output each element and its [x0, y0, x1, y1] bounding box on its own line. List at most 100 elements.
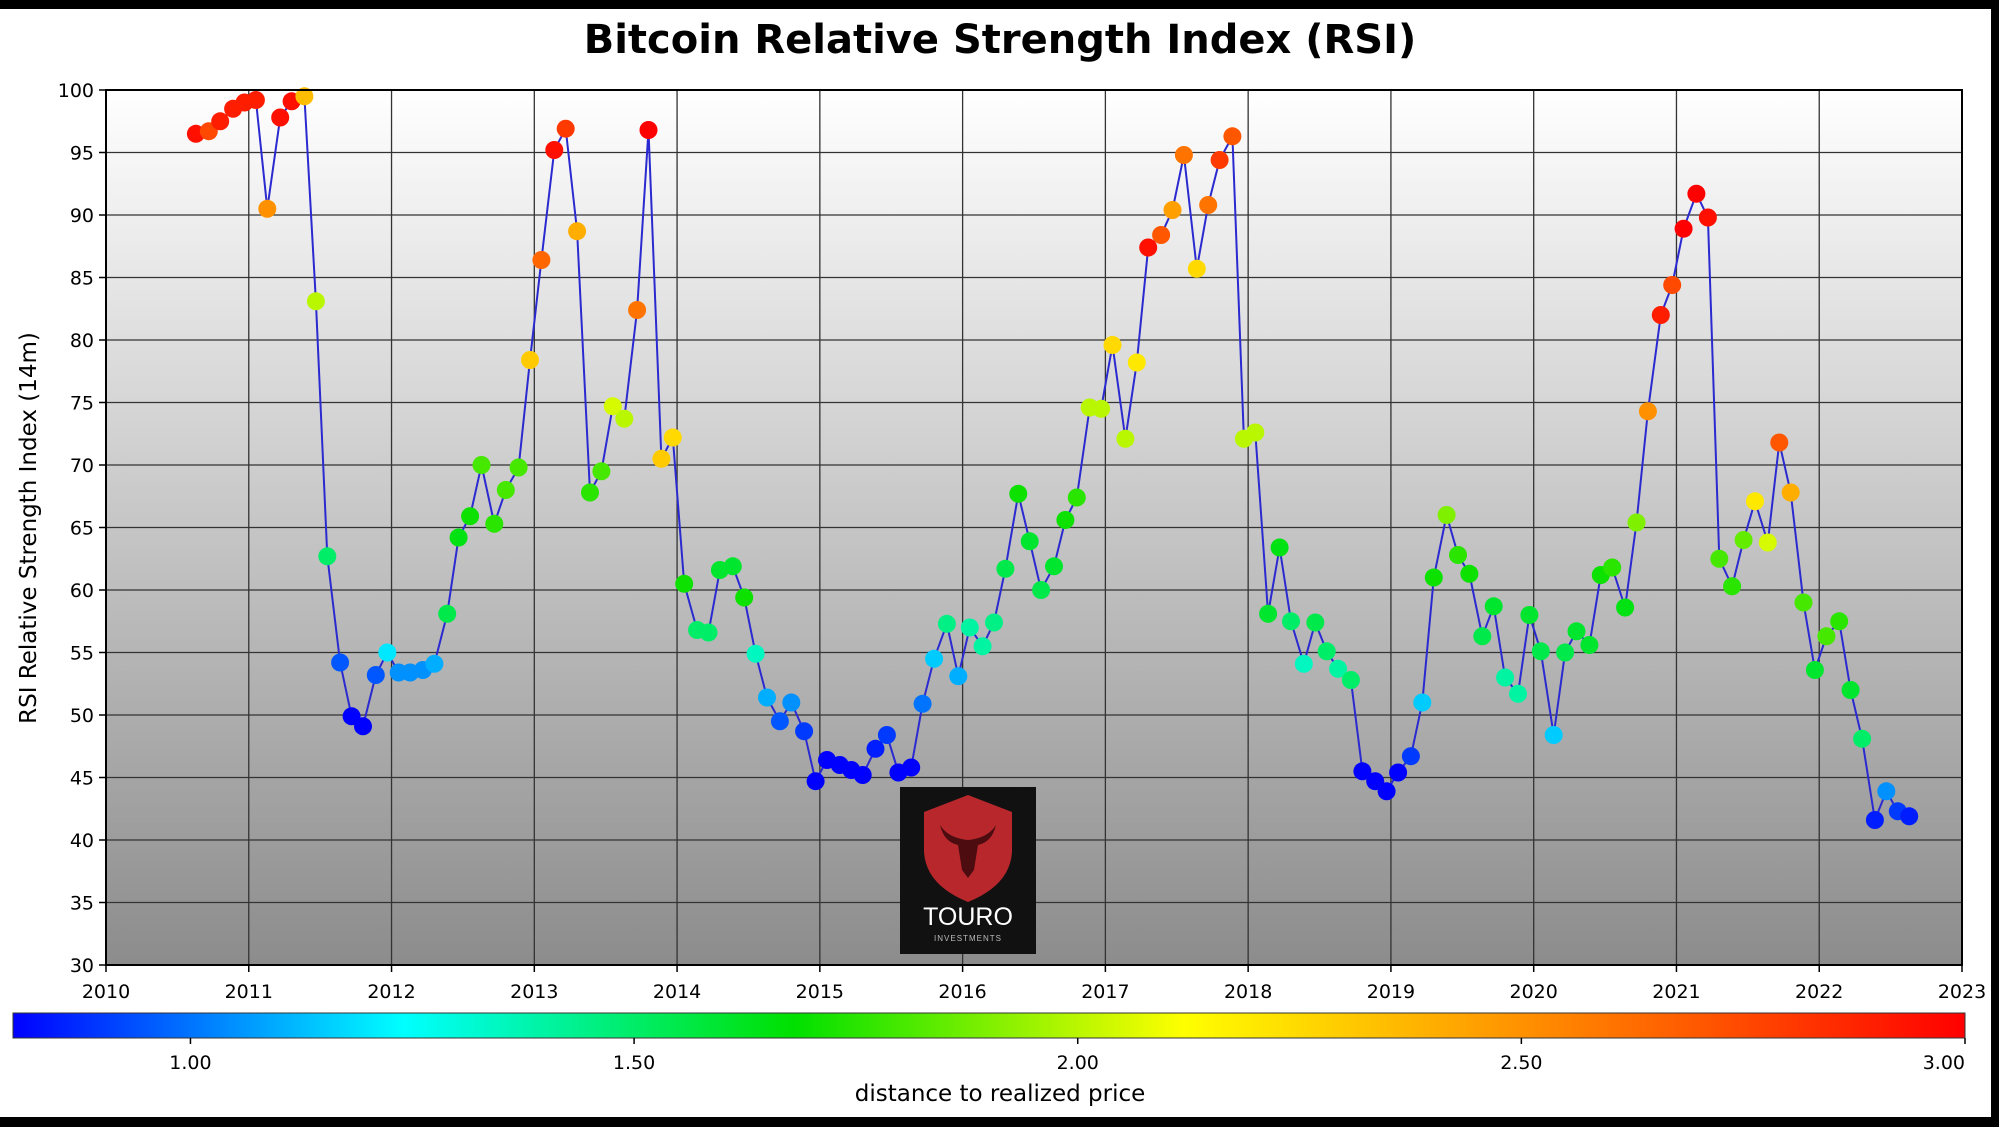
rsi-point: [699, 623, 718, 642]
rsi-point: [1723, 577, 1742, 596]
rsi-point: [1603, 558, 1622, 577]
colorbar-label: distance to realized price: [855, 1081, 1146, 1107]
rsi-point: [913, 694, 932, 713]
colorbar: [12, 1012, 1966, 1039]
rsi-point: [1270, 538, 1289, 557]
rsi-point: [1841, 681, 1860, 699]
rsi-point: [615, 409, 634, 428]
rsi-point: [1794, 593, 1813, 612]
rsi-point: [1509, 684, 1527, 703]
rsi-point: [628, 301, 647, 319]
x-tick-label: 2014: [653, 981, 701, 1003]
rsi-point: [960, 618, 979, 637]
rsi-point: [675, 574, 694, 593]
x-tick-label: 2021: [1652, 981, 1700, 1003]
rsi-point: [1413, 693, 1432, 712]
rsi-point: [1746, 492, 1764, 511]
rsi-point: [258, 199, 277, 218]
rsi-point: [211, 112, 230, 131]
rsi-point: [1616, 598, 1635, 617]
colorbar-ticks: 1.00 1.50 2.00 2.50 3.00: [169, 1038, 1966, 1074]
x-tick-label: 2019: [1367, 981, 1415, 1003]
rsi-point: [603, 397, 622, 416]
rsi-point: [1139, 238, 1158, 257]
rsi-point: [877, 726, 896, 744]
rsi-point: [735, 588, 754, 607]
x-tick-label: 2022: [1795, 981, 1843, 1003]
y-tick-label: 60: [70, 580, 94, 602]
rsi-point: [461, 507, 480, 526]
y-axis: 30 35 40 45 50 55 60 65 70 75 80 85 90 95 100: [58, 80, 106, 977]
rsi-point: [723, 557, 742, 576]
x-tick-label: 2018: [1224, 981, 1272, 1003]
top-border: [0, 0, 1999, 9]
y-tick-label: 55: [70, 643, 94, 665]
right-border: [1991, 0, 1999, 1127]
rsi-point: [1377, 782, 1396, 801]
x-tick-label: 2012: [367, 981, 415, 1003]
rsi-point: [1259, 604, 1278, 623]
rsi-point: [1544, 726, 1563, 744]
y-tick-label: 75: [70, 393, 94, 415]
rsi-point: [1638, 402, 1657, 421]
rsi-point: [532, 251, 551, 269]
rsi-point: [1437, 506, 1456, 524]
rsi-point: [746, 644, 765, 663]
rsi-point: [866, 739, 885, 758]
rsi-point: [438, 604, 457, 623]
x-tick-label: 2010: [82, 981, 130, 1003]
rsi-point: [1734, 531, 1753, 549]
rsi-point: [295, 87, 314, 106]
y-tick-label: 65: [70, 518, 94, 540]
rsi-point: [306, 292, 325, 311]
rsi-point: [758, 688, 776, 707]
plot-border: [105, 89, 1963, 966]
x-tick-label: 2015: [796, 981, 844, 1003]
bull-head-icon: [940, 825, 996, 878]
y-axis-label: RSI Relative Strength Index (14m): [16, 332, 42, 724]
x-tick-label: 2013: [510, 981, 558, 1003]
rsi-point: [1329, 659, 1348, 678]
rsi-point: [853, 766, 872, 784]
x-axis: 2010 2011 2012 2013 2014 2015 2016 2017 2018 2019…: [82, 965, 1986, 1003]
colorbar-tick-label: 1.50: [613, 1052, 655, 1074]
rsi-point: [1473, 627, 1492, 646]
rsi-point: [1032, 581, 1051, 599]
y-tick-label: 90: [70, 205, 94, 227]
rsi-point: [1484, 597, 1503, 616]
rsi-point: [1174, 146, 1193, 164]
rsi-point: [1210, 151, 1229, 169]
rsi-point: [1341, 671, 1360, 689]
rsi-point: [271, 108, 290, 127]
rsi-point: [1282, 612, 1300, 631]
rsi-point: [925, 649, 944, 668]
rsi-point: [1687, 184, 1706, 203]
rsi-point: [1152, 226, 1171, 244]
rsi-point: [782, 693, 801, 712]
rsi-point: [1056, 511, 1075, 529]
rsi-point: [1496, 668, 1515, 687]
rsi-point: [1009, 484, 1028, 503]
rsi-point: [639, 121, 658, 139]
y-tick-label: 100: [58, 80, 94, 102]
rsi-point: [545, 141, 564, 159]
rsi-points: [186, 87, 1919, 829]
rsi-point: [1710, 549, 1729, 568]
rsi-point: [663, 428, 682, 447]
rsi-point: [1020, 532, 1039, 551]
rsi-point: [1781, 483, 1800, 502]
rsi-point: [1045, 557, 1063, 576]
x-tick-label: 2016: [938, 981, 986, 1003]
rsi-point: [1770, 433, 1789, 452]
x-tick-label: 2023: [1938, 981, 1986, 1003]
rsi-point: [449, 528, 468, 547]
colorbar-tick-label: 1.00: [169, 1052, 211, 1074]
rsi-point: [485, 514, 504, 533]
rsi-point: [949, 667, 968, 686]
y-tick-label: 35: [70, 893, 94, 915]
rsi-point: [1698, 208, 1717, 227]
rsi-point: [366, 666, 385, 684]
rsi-point: [1187, 259, 1206, 278]
rsi-point: [806, 772, 825, 791]
rsi-point: [1460, 564, 1479, 583]
